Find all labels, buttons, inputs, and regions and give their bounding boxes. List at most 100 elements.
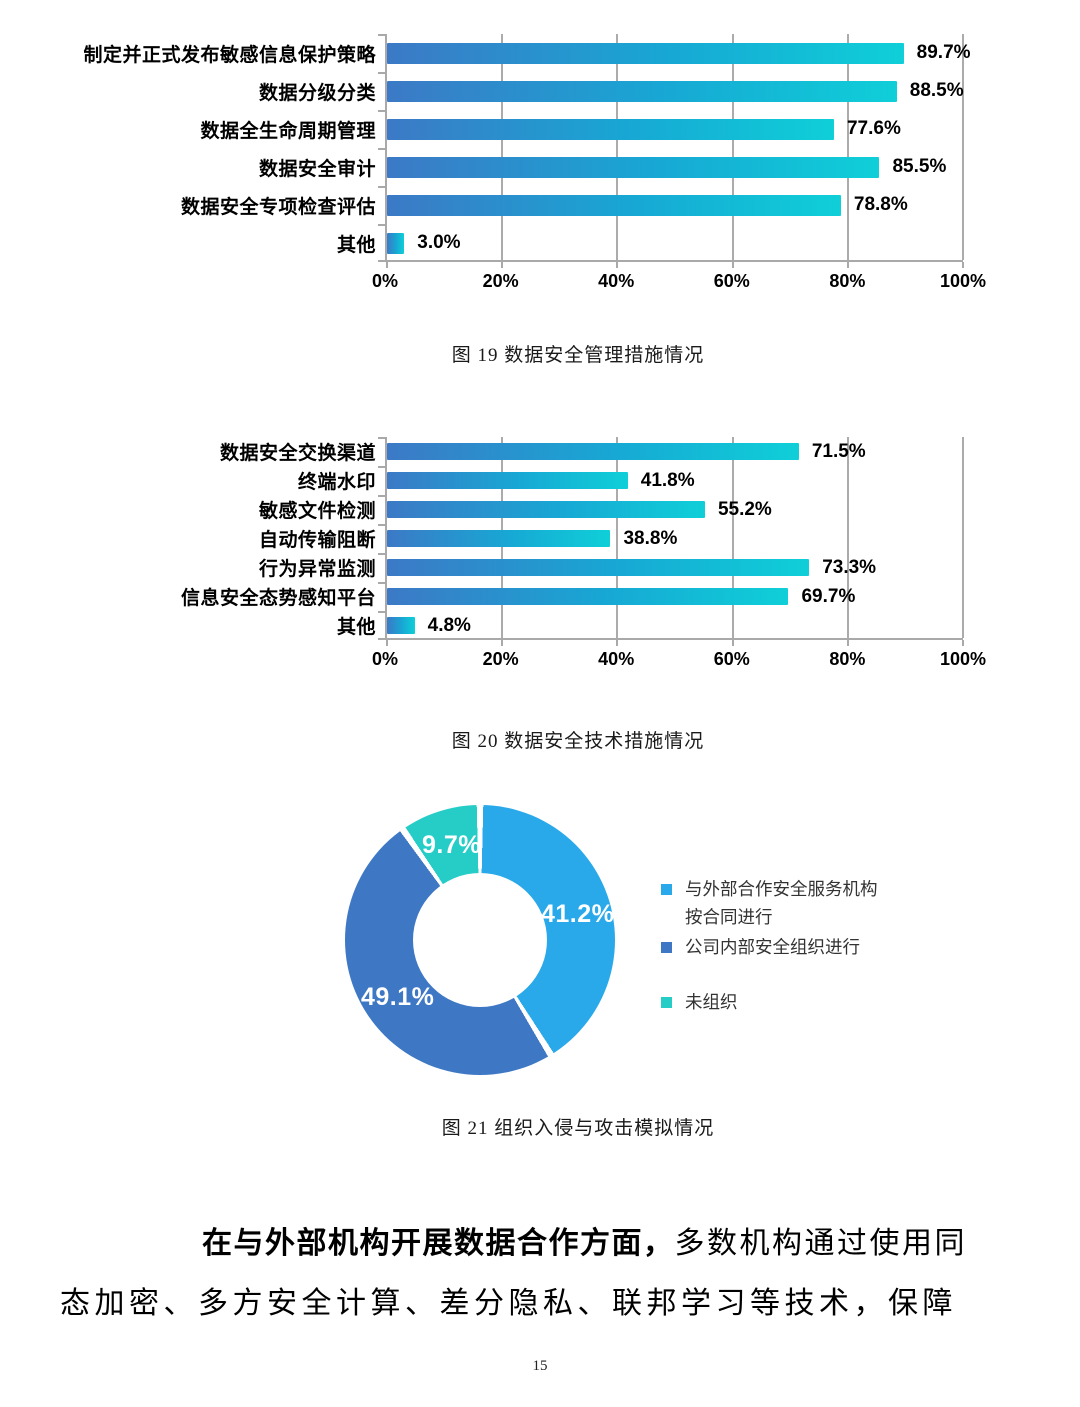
donut-slice-label: 49.1%: [361, 983, 435, 1011]
axis-tick: [731, 262, 734, 268]
category-label: 信息安全态势感知平台: [180, 588, 376, 609]
axis-tick: [501, 640, 504, 646]
bar: [387, 118, 834, 140]
legend-label: 与外部合作安全服务机构按合同进行: [685, 879, 878, 927]
axis-tick: [378, 186, 385, 188]
bar-value-label: 3.0%: [417, 232, 461, 253]
bar: [387, 588, 789, 605]
bar-value-label: 41.8%: [640, 469, 695, 491]
category-label: 数据安全交换渠道: [219, 443, 376, 464]
x-axis-tick-label: 0%: [371, 271, 399, 291]
bar: [387, 232, 405, 254]
bar: [387, 42, 904, 64]
category-label: 数据分级分类: [258, 82, 376, 104]
category-label: 行为异常监测: [258, 559, 376, 580]
donut-slice-label: 9.7%: [422, 831, 481, 859]
plot-area: 89.7% 88.5% 77.6% 85.5% 78.8% 3.0%: [378, 34, 971, 268]
x-axis-tick-label: 60%: [713, 649, 750, 669]
category-label: 数据全生命周期管理: [200, 120, 376, 142]
x-axis-tick-label: 100%: [939, 271, 987, 291]
x-axis-labels: 0% 20% 40% 60% 80% 100%: [372, 262, 986, 298]
axis-tick: [378, 148, 385, 150]
axis-tick: [378, 437, 385, 439]
chart-legend: 与外部合作安全服务机构按合同进行公司内部安全组织进行 未组织: [661, 805, 890, 1016]
figure-21-block: 41.2% 49.1% 9.7% 与外部合作安全服务机构按合同进行 公司内部安全组织进…: [0, 805, 1080, 1140]
axis-tick: [378, 34, 385, 36]
axis-tick: [378, 582, 385, 584]
category-label: 终端水印: [297, 472, 376, 493]
figure-19-caption: 图 19 数据安全管理措施情况: [451, 345, 705, 366]
x-axis-labels: 0% 20% 40% 60% 80% 100%: [372, 640, 986, 676]
category-label: 制定并正式发布敏感信息保护策略: [83, 44, 376, 66]
paragraph-line-1: 在与外部机构开展数据合作方面，多数机构通过使用同: [60, 1214, 985, 1274]
bar: [387, 80, 897, 102]
axis-tick: [378, 611, 385, 613]
category-label: 其他: [336, 617, 376, 638]
category-label: 敏感文件检测: [258, 501, 376, 522]
gridline: [731, 34, 734, 260]
paragraph: 在与外部机构开展数据合作方面，多数机构通过使用同 态加密、多方安全计算、差分隐私…: [60, 1214, 985, 1334]
donut-chart-attack-simulation: 41.2% 49.1% 9.7%: [345, 805, 615, 1075]
axis-tick: [378, 466, 385, 468]
axis-tick: [386, 640, 388, 646]
x-axis-tick-label: 20%: [482, 271, 519, 291]
page-number: 15: [532, 1358, 548, 1374]
category-label: 数据安全审计: [258, 158, 376, 180]
x-axis-tick-label: 20%: [482, 649, 519, 669]
bar: [387, 559, 810, 576]
axis-tick: [962, 640, 964, 646]
axis-tick: [846, 262, 849, 268]
gridline: [616, 437, 619, 638]
bar-value-label: 71.5%: [811, 440, 866, 462]
bar-value-label: 4.8%: [427, 614, 471, 636]
bar-value-label: 55.2%: [717, 498, 772, 520]
x-axis-tick-label: 80%: [829, 649, 866, 669]
x-axis-tick-label: 100%: [939, 649, 987, 669]
bar: [387, 501, 705, 518]
legend-color-square-icon: [661, 884, 672, 895]
figure-19-block: 制定并正式发布敏感信息保护策略数据分级分类数据全生命周期管理数据安全审计数据安全…: [0, 0, 1080, 367]
axis-tick: [616, 640, 619, 646]
bar-value-label: 73.3%: [822, 556, 877, 578]
legend-item: 未组织: [661, 988, 890, 1016]
x-axis-tick-label: 40%: [598, 649, 635, 669]
bar-chart-data-security-management: 制定并正式发布敏感信息保护策略数据分级分类数据全生命周期管理数据安全审计数据安全…: [50, 34, 1080, 298]
axis-tick: [962, 262, 964, 268]
axis-tick: [378, 553, 385, 555]
axis-tick: [501, 262, 504, 268]
bar-value-label: 89.7%: [916, 42, 971, 63]
gridline: [846, 34, 849, 260]
bar: [387, 443, 799, 460]
bar-chart-data-security-technology: 数据安全交换渠道终端水印敏感文件检测 自动传输阻断 行为异常监测信息安全态势感知平台…: [50, 437, 1080, 676]
category-label: 其他: [336, 234, 376, 256]
x-axis-tick-label: 40%: [598, 271, 635, 291]
legend-label: 公司内部安全组织进行: [685, 937, 860, 957]
axis-tick: [731, 640, 734, 646]
bar-value-label: 38.8%: [623, 527, 678, 549]
axis-tick: [616, 262, 619, 268]
category-label: 自动传输阻断: [258, 530, 376, 551]
x-axis-tick-label: 0%: [371, 649, 399, 669]
axis-tick: [846, 640, 849, 646]
paragraph-regular-text: 多数机构通过使用同: [674, 1227, 967, 1260]
paragraph-bold-lead: 在与外部机构开展数据合作方面，: [202, 1227, 675, 1260]
legend-color-square-icon: [661, 942, 672, 953]
gridline: [501, 34, 504, 260]
axis-tick: [378, 110, 385, 112]
axis-tick: [378, 72, 385, 74]
bar-value-label: 88.5%: [909, 80, 964, 101]
axis-tick: [386, 262, 388, 268]
bar: [387, 617, 415, 634]
x-axis-tick-label: 60%: [713, 271, 750, 291]
x-axis-tick-label: 80%: [829, 271, 866, 291]
figure-20-caption: 图 20 数据安全技术措施情况: [451, 731, 705, 752]
axis-tick: [378, 638, 385, 640]
bar: [387, 194, 841, 216]
legend-item: 与外部合作安全服务机构按合同进行: [661, 875, 890, 931]
gridline: [962, 437, 964, 638]
category-label: 数据安全专项检查评估: [180, 196, 376, 218]
donut-row: 41.2% 49.1% 9.7% 与外部合作安全服务机构按合同进行 公司内部安全组织进…: [345, 805, 1080, 1075]
legend-label: 未组织: [685, 992, 738, 1012]
legend-color-square-icon: [661, 997, 672, 1008]
